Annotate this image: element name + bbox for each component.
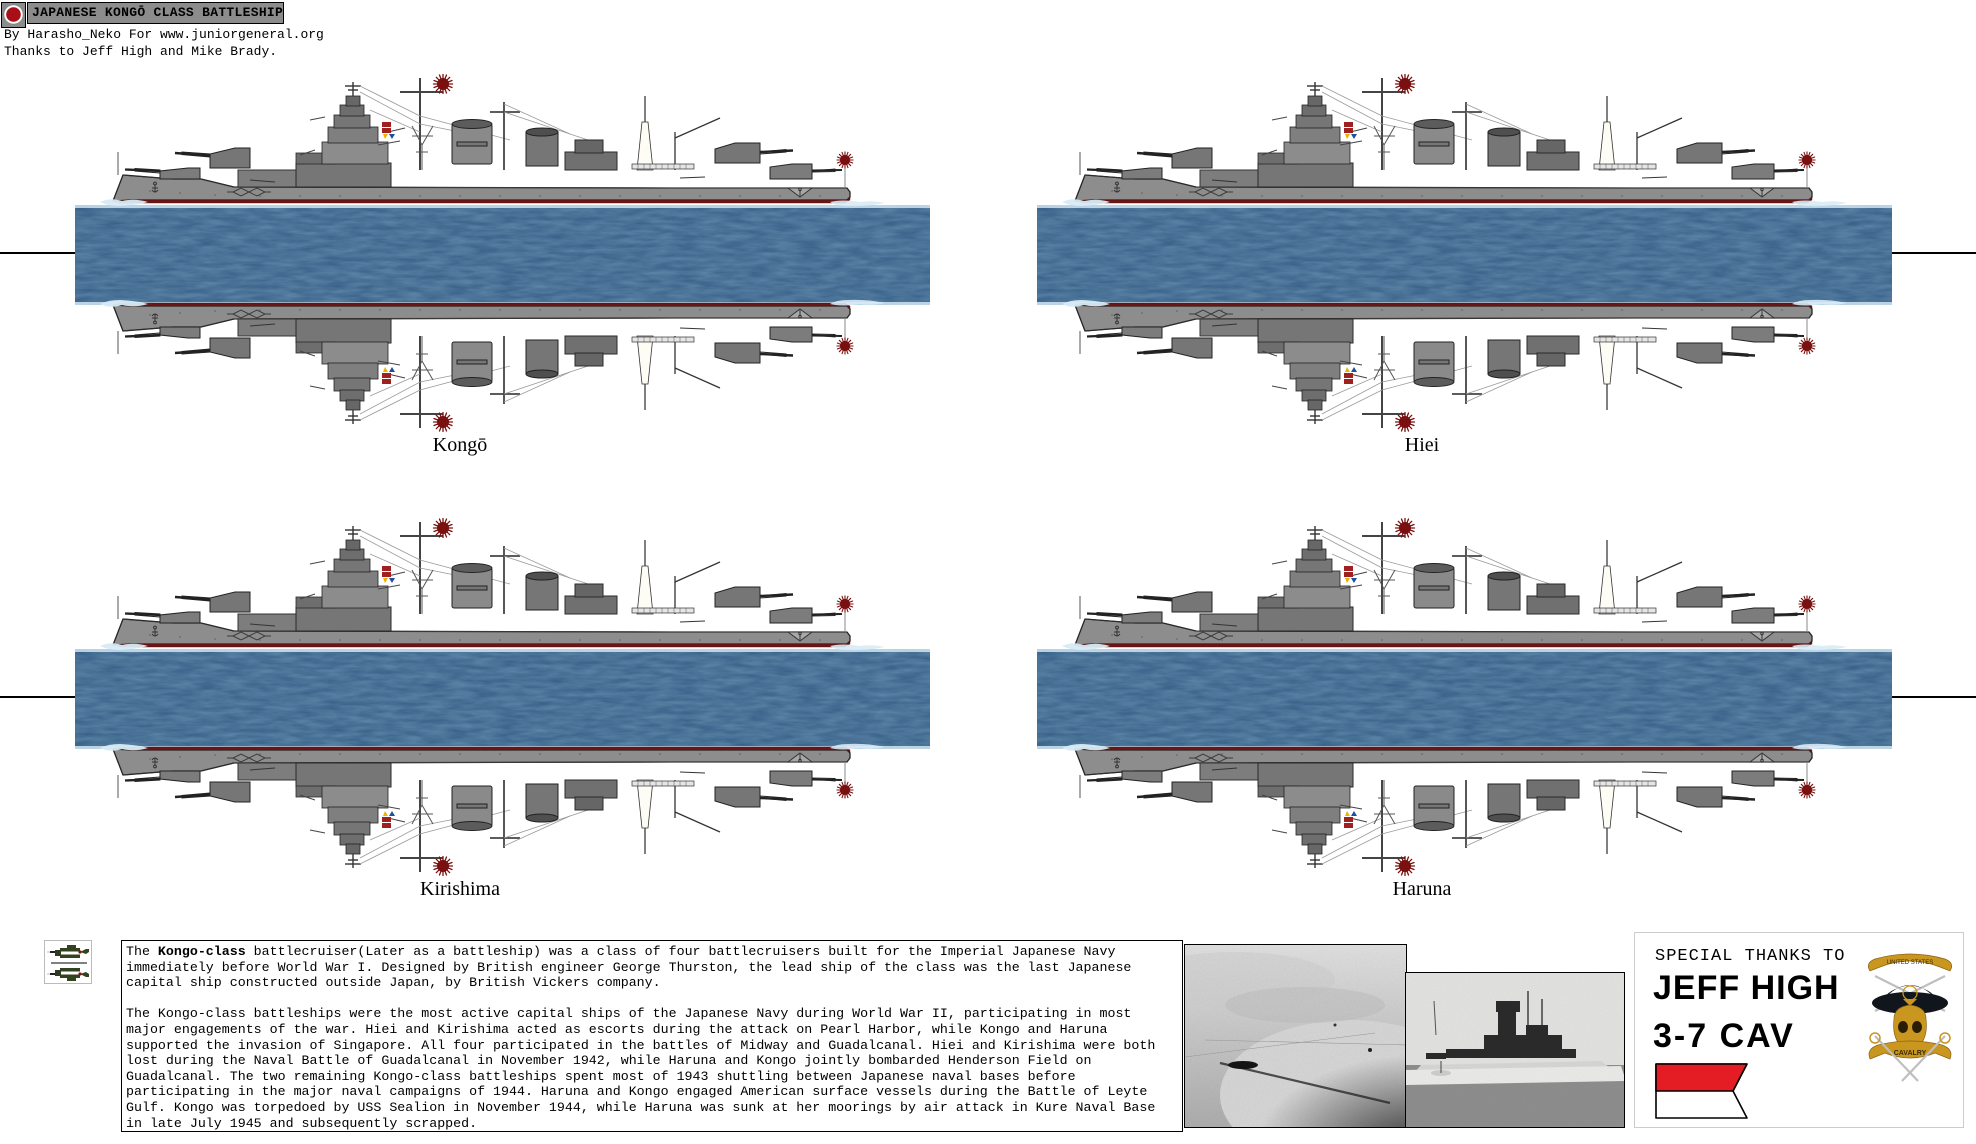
- svg-text:CAVALRY: CAVALRY: [1894, 1050, 1927, 1057]
- svg-text:UNITED STATES: UNITED STATES: [1887, 960, 1933, 966]
